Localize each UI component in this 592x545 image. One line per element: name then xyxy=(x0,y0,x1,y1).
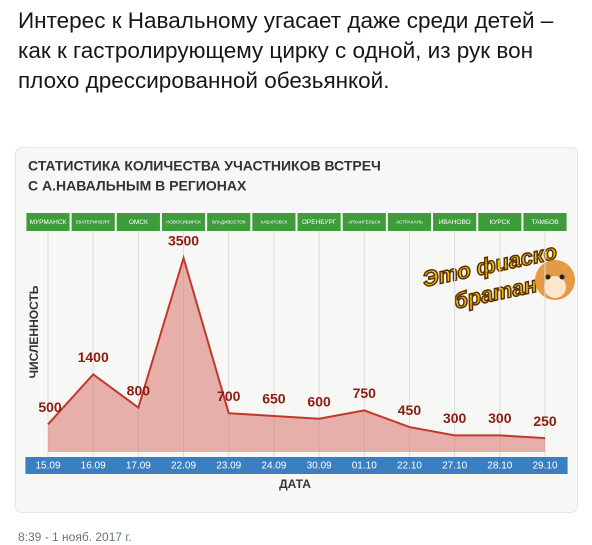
data-label: 500 xyxy=(38,399,62,415)
region-label: НОВОСИБИРСК xyxy=(166,220,201,225)
data-label: 300 xyxy=(488,410,512,426)
y-axis-label: ЧИСЛЕННОСТЬ xyxy=(27,285,41,378)
region-label: ТАМБОВ xyxy=(531,219,558,226)
chart-title: С А.НАВАЛЬНЫМ В РЕГИОНАХ xyxy=(28,178,247,194)
line xyxy=(47,254,546,440)
x-tick-label: 17.09 xyxy=(126,461,151,472)
data-label: 800 xyxy=(127,382,151,398)
region-label: АРХАНГЕЛЬСК xyxy=(348,220,381,225)
region-label: ИВАНОВО xyxy=(439,219,471,226)
x-tick-label: 15.09 xyxy=(35,461,60,472)
data-label: 250 xyxy=(533,413,557,429)
region-label: ВЛАДИВОСТОК xyxy=(212,220,246,225)
region-label: МУРМАНСК xyxy=(30,219,67,226)
data-label: 600 xyxy=(307,393,331,409)
data-label: 450 xyxy=(398,402,422,418)
region-label: АСТРАХАНЬ xyxy=(396,220,423,225)
x-tick-label: 29.10 xyxy=(532,461,557,472)
data-label: 1400 xyxy=(78,349,109,365)
x-tick-label: 22.09 xyxy=(171,461,196,472)
x-tick-label: 24.09 xyxy=(261,461,286,472)
x-tick-label: 30.09 xyxy=(307,461,332,472)
timestamp: 8:39 - 1 нояб. 2017 г. xyxy=(18,530,132,544)
dog-icon xyxy=(535,260,575,300)
chart-image: СТАТИСТИКА КОЛИЧЕСТВА УЧАСТНИКОВ ВСТРЕЧ … xyxy=(15,147,578,513)
region-label: ЕКАТЕРИНБУРГ xyxy=(76,220,111,225)
x-tick-label: 23.09 xyxy=(216,461,241,472)
region-box xyxy=(252,213,296,231)
data-label: 700 xyxy=(217,388,241,404)
x-tick-label: 28.10 xyxy=(487,461,512,472)
data-label: 650 xyxy=(262,391,286,407)
x-tick-label: 27.10 xyxy=(442,461,467,472)
region-box xyxy=(342,213,386,231)
x-tick-label: 16.09 xyxy=(81,461,106,472)
chart-title: СТАТИСТИКА КОЛИЧЕСТВА УЧАСТНИКОВ ВСТРЕЧ xyxy=(28,158,381,174)
region-label: ОМСК xyxy=(129,219,148,226)
region-box xyxy=(433,213,477,231)
x-tick-label: 01.10 xyxy=(352,461,377,472)
data-label: 3500 xyxy=(168,233,199,249)
region-box xyxy=(387,213,432,231)
x-tick-label: 22.10 xyxy=(397,461,422,472)
data-label: 300 xyxy=(443,410,467,426)
region-label: ХАБАРОВСК xyxy=(260,220,287,225)
x-axis-label: ДАТА xyxy=(279,477,311,491)
region-box xyxy=(116,213,160,231)
region-box xyxy=(523,213,567,231)
region-label: ОРЕНБУРГ xyxy=(302,219,337,226)
region-box xyxy=(161,213,206,231)
region-box xyxy=(71,213,115,231)
area xyxy=(48,258,545,452)
region-box xyxy=(26,213,70,231)
region-box xyxy=(478,213,522,231)
region-label: КУРСК xyxy=(489,219,510,226)
region-box xyxy=(297,213,341,231)
date-strip xyxy=(25,457,568,474)
data-label: 750 xyxy=(353,385,377,401)
tweet-text: Интерес к Навальному угасает даже среди … xyxy=(18,8,554,93)
region-box xyxy=(207,213,251,231)
